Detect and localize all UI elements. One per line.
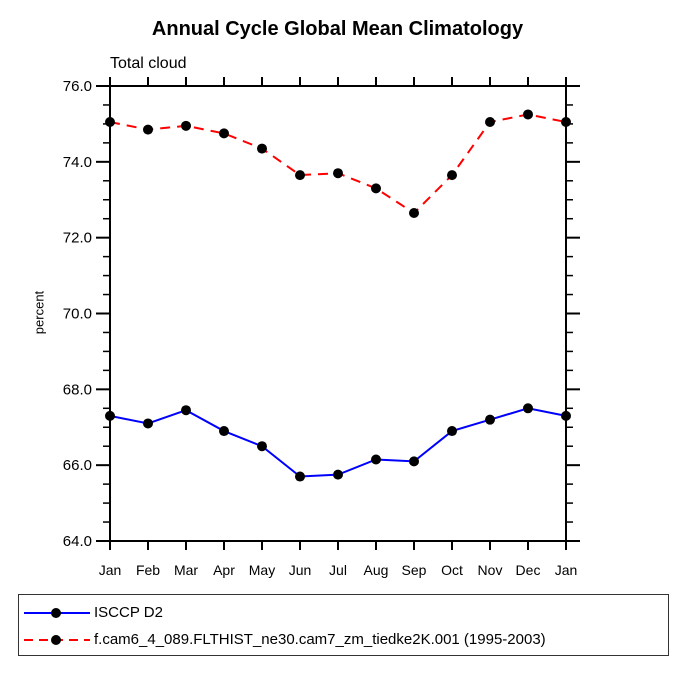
data-point	[105, 117, 115, 128]
data-point	[257, 143, 267, 154]
legend-line-sample	[24, 634, 90, 645]
data-point	[143, 418, 153, 429]
data-point	[219, 128, 229, 139]
legend-marker-icon	[51, 634, 61, 645]
legend-marker-icon	[51, 607, 61, 618]
legend-line-sample	[24, 607, 90, 618]
data-point	[295, 170, 305, 181]
y-tick-label: 70.0	[63, 306, 92, 323]
data-point	[181, 120, 191, 131]
data-point	[409, 456, 419, 467]
chart-title: Annual Cycle Global Mean Climatology	[151, 18, 524, 40]
x-tick-label: Mar	[174, 562, 198, 578]
x-tick-label: Feb	[136, 562, 160, 578]
x-tick-label: Jun	[289, 562, 312, 578]
x-tick-label: Jan	[99, 562, 122, 578]
legend-row: f.cam6_4_089.FLTHIST_ne30.cam7_zm_tiedke…	[22, 626, 668, 653]
plot-frame	[109, 85, 567, 542]
data-line-model	[109, 113, 567, 215]
data-point	[257, 441, 267, 452]
data-point	[409, 208, 419, 219]
chart-subtitle: Total cloud	[110, 55, 187, 72]
x-tick-label: May	[249, 562, 275, 578]
data-point	[219, 426, 229, 437]
y-tick-label: 74.0	[63, 154, 92, 171]
x-tick-label: Sep	[402, 562, 427, 578]
data-point	[295, 471, 305, 482]
x-tick-label: Dec	[516, 562, 541, 578]
legend-box: ISCCP D2 f.cam6_4_089.FLTHIST_ne30.cam7_z…	[18, 594, 669, 656]
data-point	[523, 403, 533, 414]
y-tick-label: 72.0	[63, 230, 92, 247]
data-point	[143, 124, 153, 135]
legend-label: f.cam6_4_089.FLTHIST_ne30.cam7_zm_tiedke…	[94, 631, 546, 648]
y-tick-label: 76.0	[63, 78, 92, 95]
data-point	[181, 405, 191, 416]
data-point	[485, 414, 495, 425]
x-tick-label: Apr	[213, 562, 235, 578]
x-tick-label: Nov	[478, 562, 503, 578]
data-point	[523, 109, 533, 120]
legend-label: ISCCP D2	[94, 604, 163, 621]
legend-row: ISCCP D2	[22, 599, 668, 626]
y-tick-label: 66.0	[63, 457, 92, 474]
x-tick-label: Aug	[364, 562, 389, 578]
data-point	[447, 426, 457, 437]
data-point	[447, 170, 457, 181]
data-point	[485, 117, 495, 128]
x-tick-label: Oct	[441, 562, 463, 578]
data-point	[371, 183, 381, 194]
x-tick-label: Jan	[555, 562, 578, 578]
data-point	[371, 454, 381, 465]
x-tick-label: Jul	[329, 562, 347, 578]
y-tick-label: 68.0	[63, 381, 92, 398]
data-point	[561, 410, 571, 421]
data-point	[333, 168, 343, 179]
data-point	[561, 117, 571, 128]
data-point	[105, 410, 115, 421]
data-line-obs	[109, 407, 567, 478]
y-tick-label: 64.0	[63, 533, 92, 550]
data-point	[333, 469, 343, 480]
